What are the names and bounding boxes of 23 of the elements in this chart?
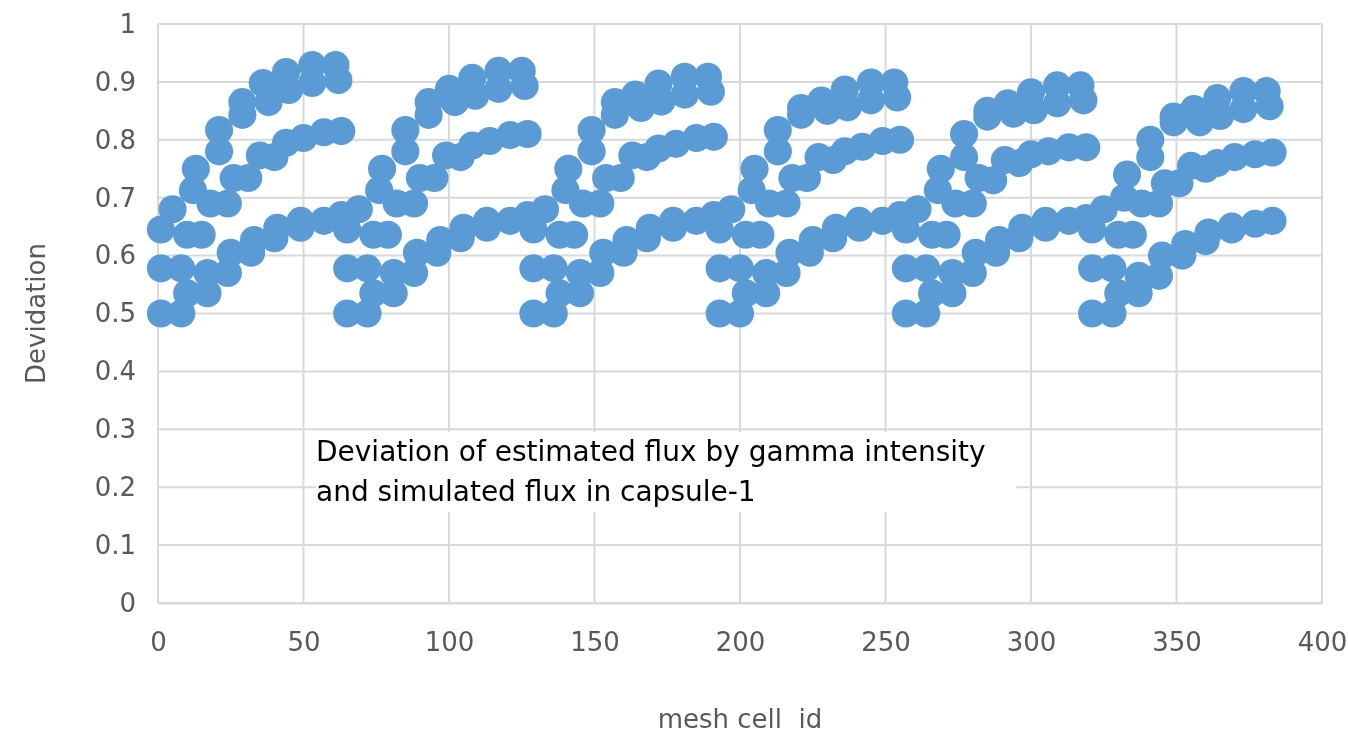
y-tick-label: 0.8 [94,124,136,155]
x-tick-label: 400 [1297,627,1348,658]
x-tick-label: 250 [861,627,911,658]
x-tick-label: 300 [1006,627,1057,658]
y-axis-title: Devidation [21,243,51,384]
y-tick-label: 0.7 [94,182,136,213]
x-tick-label: 100 [424,627,475,658]
y-tick-label: 0.6 [94,240,136,271]
y-tick-label: 0.4 [94,356,136,387]
y-tick-label: 0.9 [94,66,136,97]
y-tick-label: 1 [119,8,136,39]
y-tick-label: 0.2 [94,472,136,503]
y-tick-label: 0.3 [94,414,136,445]
x-tick-label: 150 [570,627,620,658]
x-axis-title: mesh cell id [657,704,823,734]
y-tick-label: 0 [119,587,136,618]
y-tick-label: 0.1 [94,529,136,560]
annotation: Deviation of estimated flux by gamma intensity and simulated flux in capsule-1 [316,432,1016,512]
x-tick-label: 200 [715,627,766,658]
x-tick-label: 350 [1152,627,1202,658]
y-tick-label: 0.5 [94,298,136,329]
x-tick-label: 50 [287,627,321,658]
x-tick-label: 0 [150,627,167,658]
